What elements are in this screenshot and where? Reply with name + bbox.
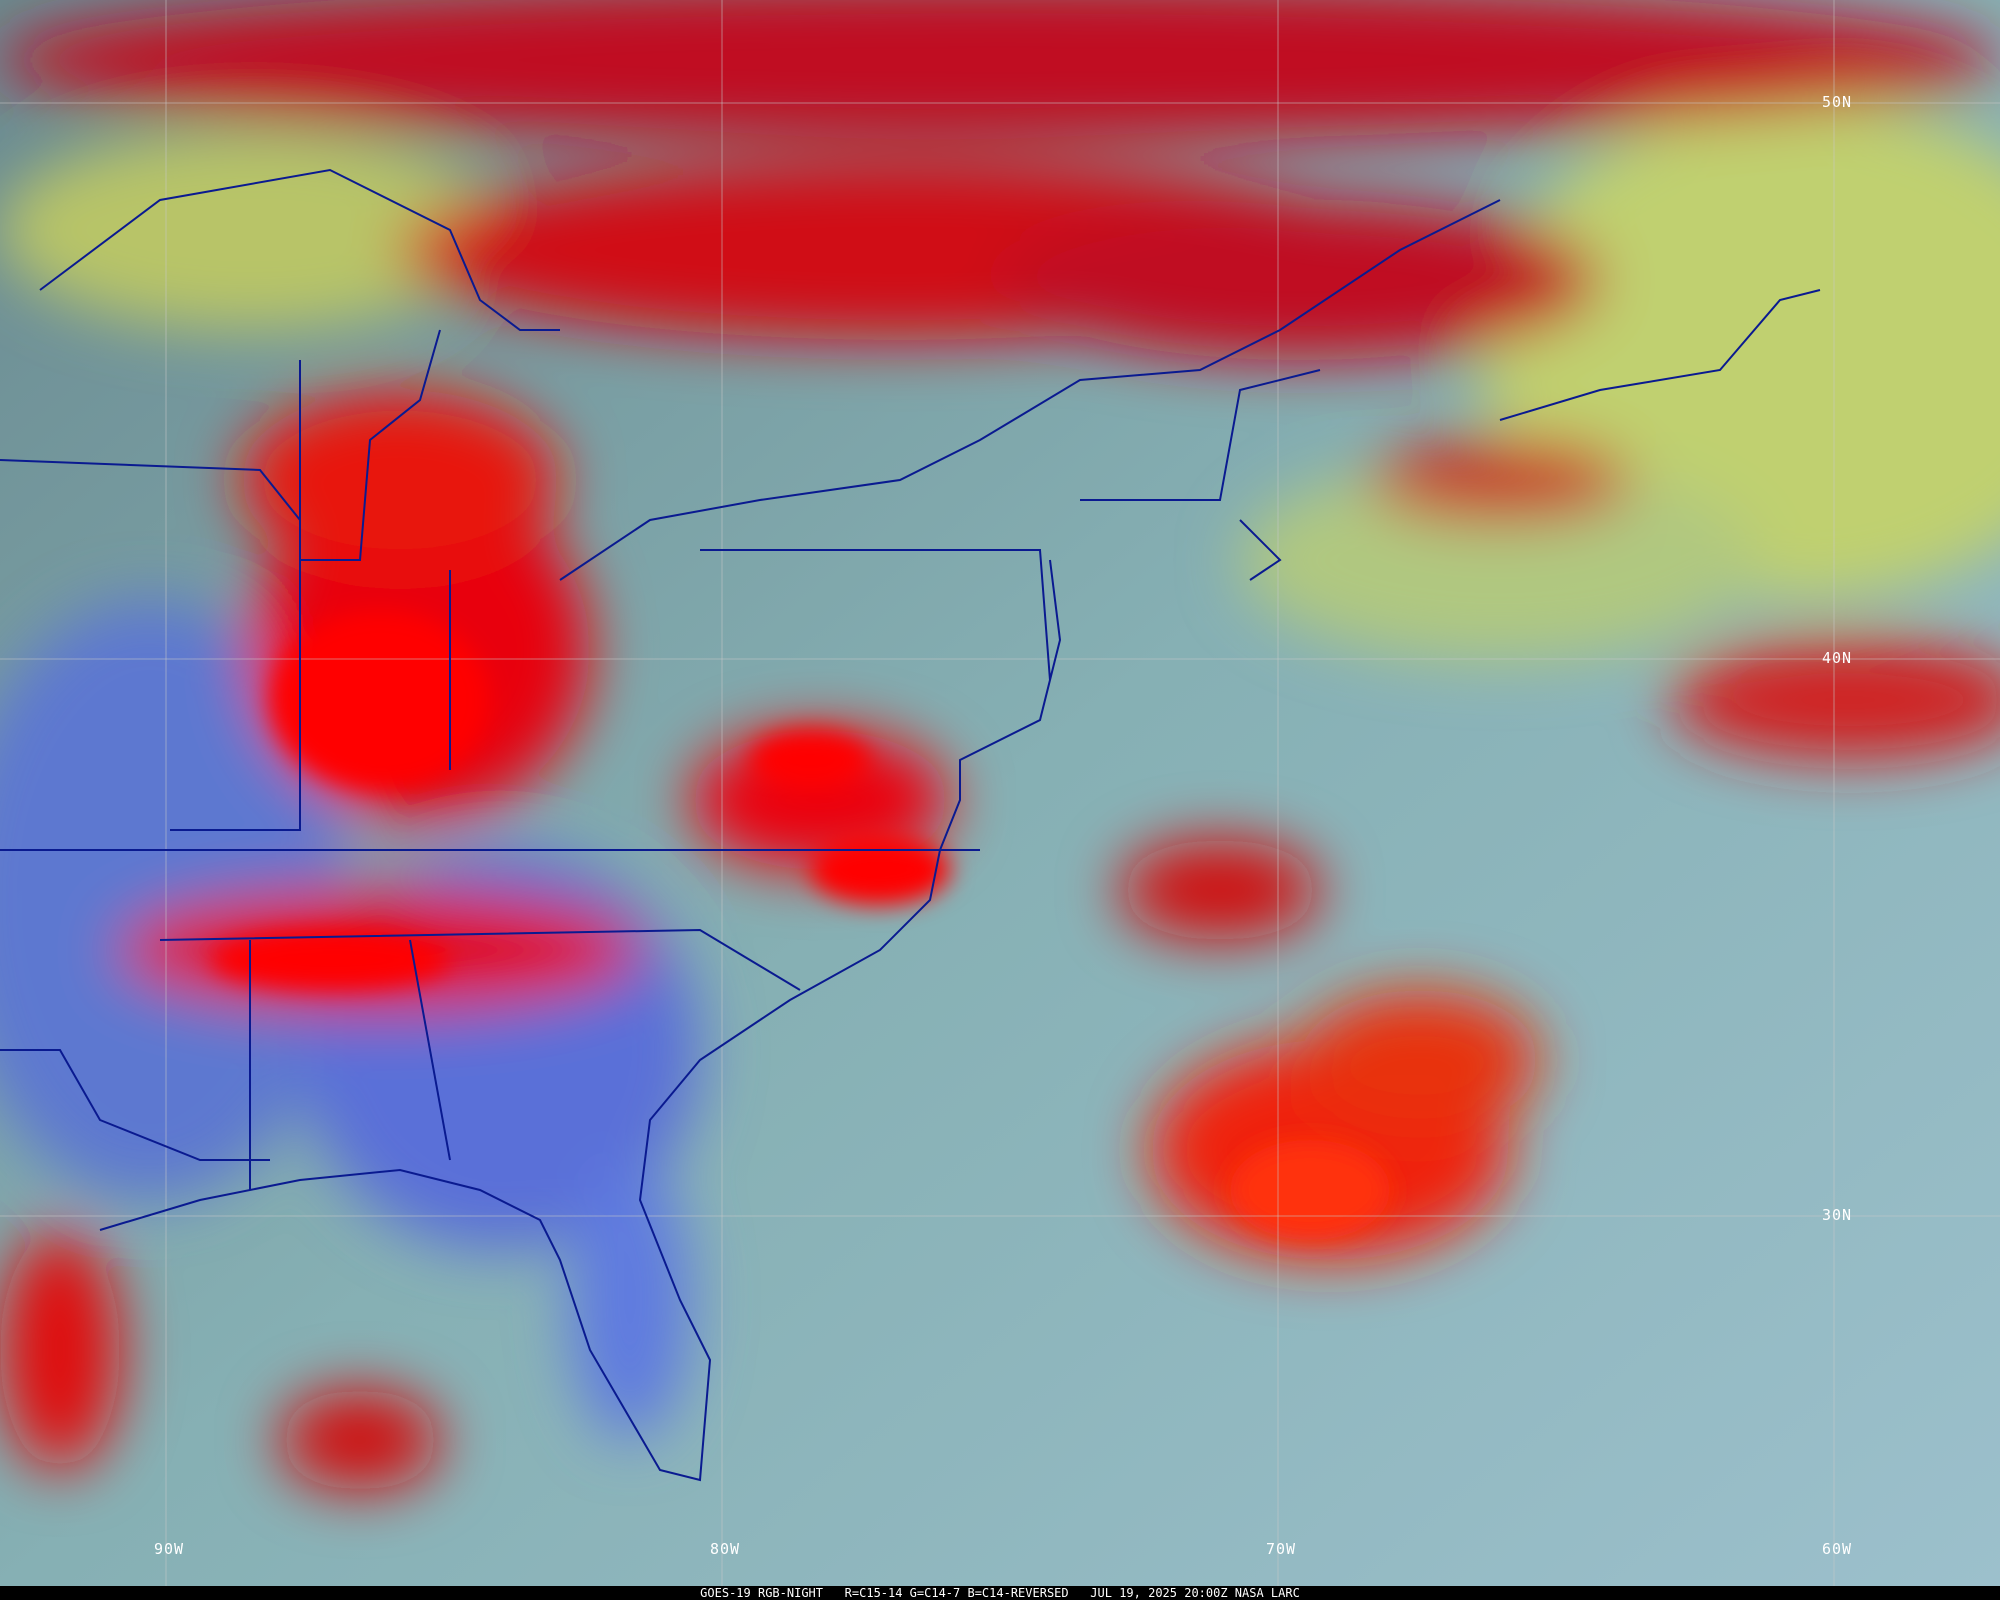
longitude-label-70w: 70W — [1266, 1540, 1297, 1558]
longitude-label-60w: 60W — [1822, 1540, 1853, 1558]
coastlines-and-borders — [0, 168, 1821, 1482]
image-caption: GOES-19 RGB-NIGHT R=C15-14 G=C14-7 B=C14… — [0, 1586, 2000, 1600]
longitude-label-90w: 90W — [154, 1540, 185, 1558]
latitude-label-40n: 40N — [1822, 649, 1853, 667]
deep-convection — [210, 610, 1390, 1240]
latitude-label-30n: 30N — [1822, 1206, 1853, 1224]
longitude-label-80w: 80W — [710, 1540, 741, 1558]
latitude-label-50n: 50N — [1822, 93, 1853, 111]
